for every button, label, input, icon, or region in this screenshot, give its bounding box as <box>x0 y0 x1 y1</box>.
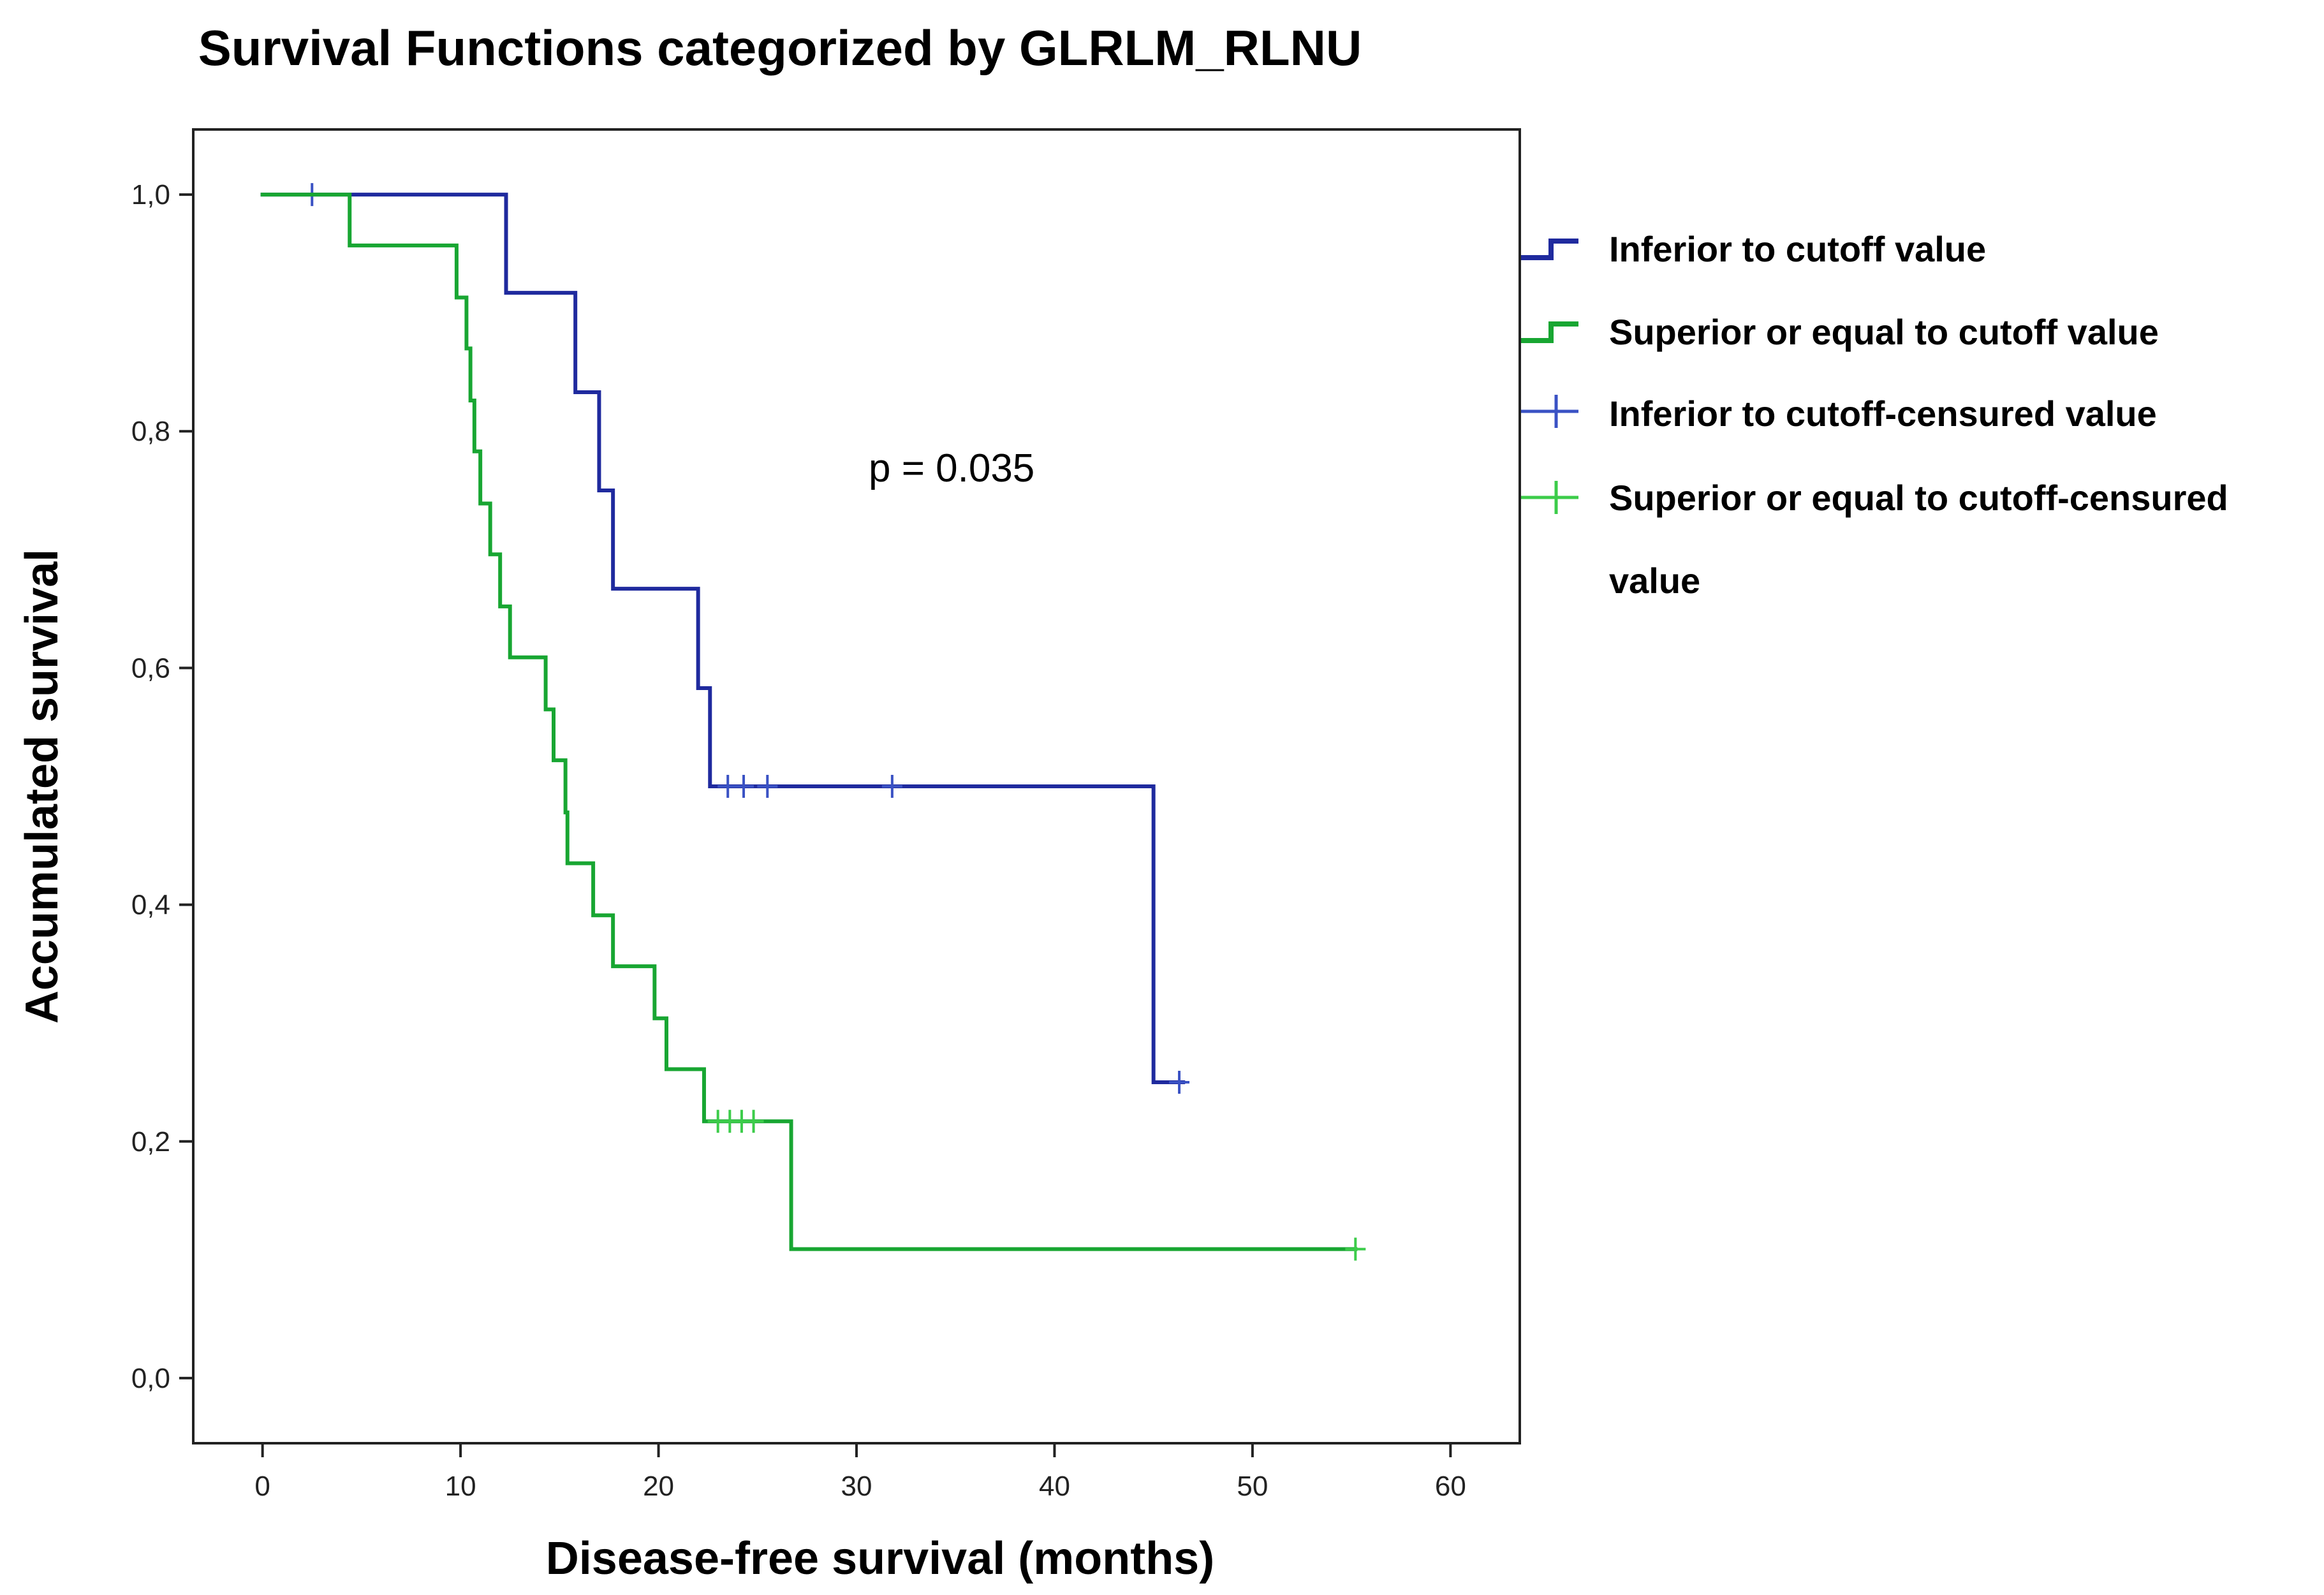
y-axis-title: Accumulated survival <box>17 549 68 1024</box>
legend-label: Superior or equal to cutoff-censured <box>1609 478 2228 518</box>
x-tick-label: 0 <box>254 1471 270 1502</box>
legend-censor-icon <box>1521 481 1578 514</box>
legend-label: Superior or equal to cutoff value <box>1609 312 2159 352</box>
x-axis: 0 10 20 30 40 50 60 <box>254 1443 1466 1502</box>
p-value-annotation: p = 0.035 <box>869 446 1034 490</box>
x-axis-title: Disease-free survival (months) <box>546 1533 1214 1584</box>
x-tick-label: 20 <box>643 1471 674 1502</box>
y-tick-label: 0,0 <box>131 1363 170 1394</box>
series-line-1 <box>260 193 1186 1084</box>
plot-series <box>260 183 1366 1261</box>
legend: Inferior to cutoff value Superior or equa… <box>1521 229 2228 601</box>
legend-label: Inferior to cutoff-censured value <box>1609 393 2157 434</box>
legend-label: Inferior to cutoff value <box>1609 229 1986 269</box>
censor-mark <box>881 775 902 798</box>
y-tick-label: 0,6 <box>131 652 170 684</box>
censor-mark <box>733 775 754 798</box>
legend-label-continued: value <box>1609 561 1700 601</box>
y-tick-label: 1,0 <box>131 179 170 210</box>
chart-title: Survival Functions categorized by GLRLM_… <box>198 20 1362 76</box>
x-tick-label: 50 <box>1237 1471 1268 1502</box>
legend-line-icon <box>1521 321 1578 343</box>
censor-mark <box>1345 1237 1366 1261</box>
censor-mark <box>1169 1070 1190 1094</box>
x-tick-label: 40 <box>1039 1471 1070 1502</box>
x-tick-label: 60 <box>1435 1471 1466 1502</box>
censor-mark <box>743 1110 764 1133</box>
legend-censor-icon <box>1521 395 1578 428</box>
x-tick-label: 30 <box>841 1471 872 1502</box>
y-tick-label: 0,8 <box>131 416 170 447</box>
y-tick-label: 0,2 <box>131 1126 170 1158</box>
y-tick-label: 0,4 <box>131 890 170 921</box>
censor-mark <box>757 775 778 798</box>
y-axis: 0,0 0,2 0,4 0,6 0,8 1,0 <box>131 179 193 1394</box>
x-tick-label: 10 <box>445 1471 476 1502</box>
series-line-2 <box>260 193 1358 1251</box>
legend-line-icon <box>1521 239 1578 260</box>
